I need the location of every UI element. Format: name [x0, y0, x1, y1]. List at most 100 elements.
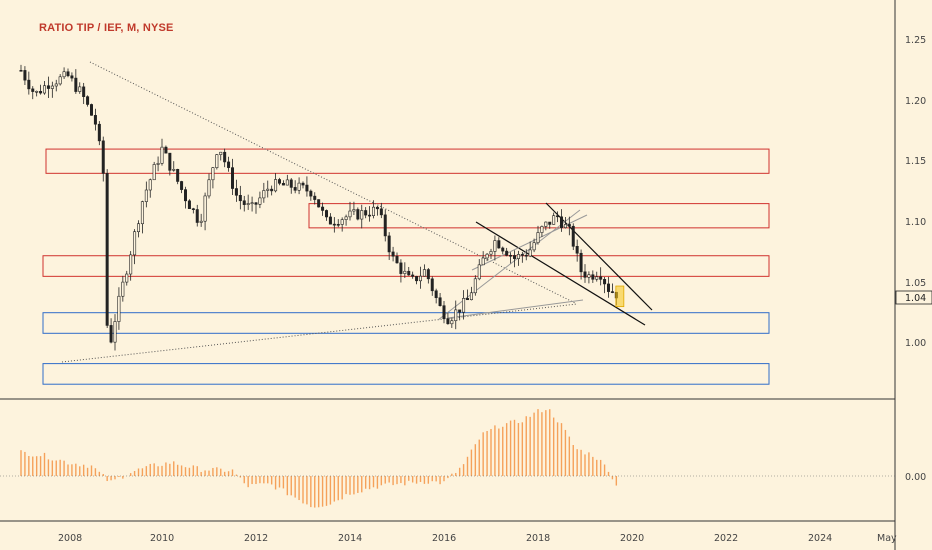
candle-body — [426, 269, 430, 280]
candle-body — [203, 195, 207, 222]
candle-body — [23, 70, 27, 81]
time-tick-label: 2014 — [338, 533, 362, 544]
candle-body — [313, 195, 317, 200]
candle-body — [579, 252, 583, 273]
candle-body — [485, 253, 489, 259]
time-tick-label: 2008 — [58, 533, 82, 544]
candle-body — [446, 318, 450, 325]
candle-body — [497, 240, 501, 249]
candle-body — [348, 210, 352, 218]
candle-body — [254, 202, 258, 205]
candle-body — [211, 167, 215, 181]
price-tick-label: 1.25 — [905, 35, 926, 46]
candle-body — [19, 70, 23, 72]
candle-body — [137, 223, 141, 233]
candle-body — [552, 215, 556, 225]
candle-body — [42, 85, 46, 94]
time-tick-label: 2020 — [620, 533, 644, 544]
candle-body — [160, 146, 164, 164]
last-price-marker: 1.04 — [895, 290, 932, 305]
indicator-tick-label: 0.00 — [905, 472, 926, 483]
candle-body — [524, 254, 528, 257]
candle-body — [528, 249, 532, 257]
candle-body — [285, 179, 289, 186]
last-candle-highlight — [615, 285, 625, 308]
price-tick-label: 1.10 — [905, 217, 926, 228]
base-line — [447, 299, 584, 319]
descending-trendline — [89, 61, 576, 304]
candle-body — [156, 163, 160, 165]
candle-body — [512, 255, 516, 259]
candle-body — [129, 254, 133, 275]
candle-body — [383, 214, 387, 237]
candle-body — [266, 188, 270, 191]
candle-body — [250, 202, 254, 205]
time-tick-label: May — [877, 533, 897, 544]
candle-body — [336, 223, 340, 226]
candle-body — [509, 254, 513, 257]
candlestick-series — [19, 64, 625, 351]
candle-body — [121, 281, 125, 297]
candle-body — [364, 210, 368, 216]
candle-body — [375, 206, 379, 210]
candle-body — [191, 208, 195, 210]
candle-body — [39, 90, 43, 94]
candle-body — [176, 169, 180, 182]
candle-body — [293, 187, 297, 191]
candle-body — [548, 221, 552, 225]
candle-body — [575, 245, 579, 254]
channel-upper-line — [545, 202, 653, 311]
candle-body — [379, 208, 383, 216]
candle-body — [469, 292, 473, 301]
candle-body — [489, 251, 493, 255]
candle-body — [223, 151, 227, 163]
candle-body — [164, 146, 168, 154]
candle-body — [50, 85, 54, 89]
candle-body — [277, 179, 281, 184]
oscillator-histogram — [20, 409, 618, 508]
candle-body — [262, 190, 266, 199]
candle-body — [454, 309, 458, 322]
candle-body — [321, 206, 325, 211]
candle-body — [324, 210, 328, 218]
price-axis: 1.25 1.20 1.15 1.10 1.05 1.00 — [905, 35, 926, 349]
candle-body — [536, 232, 540, 244]
candle-body — [481, 257, 485, 266]
candle-body — [46, 85, 50, 89]
candle-body — [140, 201, 144, 225]
candle-body — [438, 297, 442, 306]
candle-body — [328, 216, 332, 225]
candle-body — [532, 242, 536, 251]
candle-body — [113, 321, 117, 343]
candle-body — [422, 269, 426, 277]
channel-lower-line — [475, 221, 646, 326]
candle-body — [109, 325, 113, 343]
candle-body — [540, 226, 544, 233]
candle-body — [168, 152, 172, 171]
candle-body — [559, 216, 563, 228]
candle-body — [442, 305, 446, 320]
candle-body — [187, 200, 191, 209]
candle-body — [74, 77, 78, 92]
candle-body — [332, 223, 336, 226]
candle-body — [215, 154, 219, 169]
candle-body — [27, 79, 31, 90]
candle-body — [227, 161, 231, 168]
candle-body — [231, 167, 235, 189]
candle-body — [258, 197, 262, 205]
candle-body — [501, 247, 505, 252]
candle-body — [97, 123, 101, 142]
candle-body — [407, 270, 411, 276]
candle-body — [105, 173, 109, 326]
candle-body — [70, 75, 74, 79]
candle-body — [58, 76, 62, 85]
wedge-line-upper — [471, 214, 588, 271]
support-zone — [42, 363, 770, 385]
candle-body — [117, 295, 121, 322]
candle-body — [242, 200, 246, 205]
candle-body — [125, 273, 129, 283]
candle-body — [207, 179, 211, 197]
time-tick-label: 2022 — [714, 533, 738, 544]
